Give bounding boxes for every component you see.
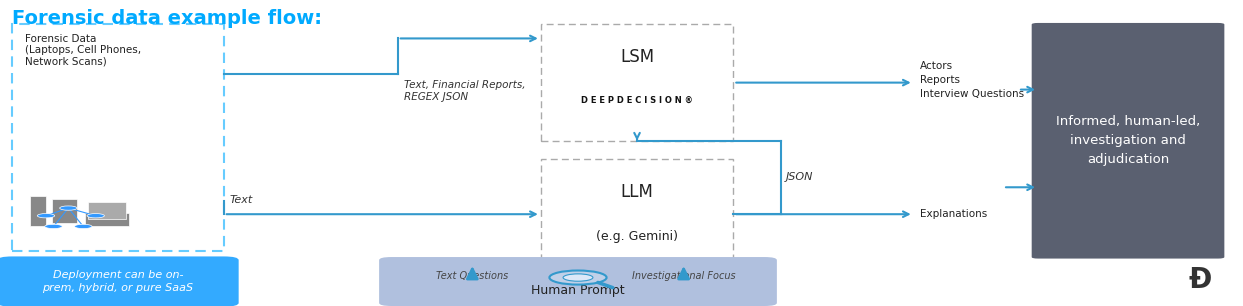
FancyBboxPatch shape	[1032, 23, 1224, 259]
Bar	[30, 196, 46, 226]
Text: Deployment can be on-
prem, hybrid, or pure SaaS: Deployment can be on- prem, hybrid, or p…	[42, 270, 194, 293]
Bar	[88, 202, 126, 219]
FancyBboxPatch shape	[379, 257, 777, 306]
Text: Human Prompt: Human Prompt	[531, 285, 625, 297]
Text: Text: Text	[230, 195, 254, 205]
Text: Investigational Focus: Investigational Focus	[631, 271, 736, 281]
Bar	[12, 24, 224, 251]
FancyBboxPatch shape	[0, 256, 239, 306]
Text: Actors
Reports
Interview Questions: Actors Reports Interview Questions	[920, 61, 1024, 99]
Text: JSON: JSON	[786, 173, 813, 182]
Text: Explanations: Explanations	[920, 209, 987, 219]
Text: LSM: LSM	[620, 48, 654, 66]
Circle shape	[60, 206, 77, 210]
Text: Text Questions: Text Questions	[436, 271, 508, 281]
Circle shape	[563, 274, 593, 281]
Bar	[541, 24, 733, 141]
Circle shape	[87, 214, 104, 218]
Text: Forensic Data
(Laptops, Cell Phones,
Network Scans): Forensic Data (Laptops, Cell Phones, Net…	[25, 34, 140, 67]
Bar	[52, 199, 77, 223]
Circle shape	[37, 214, 55, 218]
Bar	[541, 159, 733, 269]
Text: Informed, human-led,
investigation and
adjudication: Informed, human-led, investigation and a…	[1055, 115, 1201, 166]
Text: D E E P D E C I S I O N ®: D E E P D E C I S I O N ®	[580, 95, 694, 105]
Text: Forensic data example flow:: Forensic data example flow:	[12, 9, 322, 28]
Circle shape	[549, 271, 607, 285]
Circle shape	[45, 224, 62, 229]
Circle shape	[75, 224, 92, 229]
Bar	[85, 213, 129, 226]
Text: Text, Financial Reports,
REGEX JSON: Text, Financial Reports, REGEX JSON	[404, 80, 526, 102]
Text: Đ: Đ	[1188, 266, 1212, 294]
Text: (e.g. Gemini): (e.g. Gemini)	[597, 230, 677, 243]
Text: LLM: LLM	[620, 183, 654, 201]
